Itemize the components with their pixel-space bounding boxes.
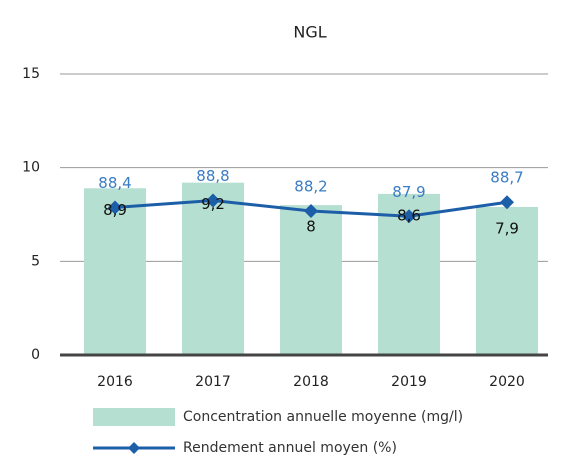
marker: [206, 193, 220, 208]
y-tick-label: 10: [22, 160, 40, 176]
marker: [402, 209, 416, 224]
y-tick-label: 0: [31, 347, 40, 363]
bar: [476, 207, 538, 355]
x-tick-label: 2016: [97, 374, 133, 390]
chart-title: NGL: [293, 23, 326, 42]
bar: [84, 188, 146, 355]
marker: [304, 203, 318, 218]
line-value-label: 88,2: [294, 177, 327, 195]
line-value-label: 88,7: [490, 169, 523, 187]
marker: [500, 195, 514, 210]
legend-swatch: [93, 408, 175, 426]
bar-value-label: 9,2: [201, 195, 225, 213]
bar-value-label: 8,9: [103, 201, 127, 219]
legend-label: Concentration annuelle moyenne (mg/l): [183, 409, 463, 425]
marker: [108, 200, 122, 215]
line-value-label: 88,4: [98, 174, 131, 192]
x-tick-label: 2019: [391, 374, 427, 390]
bar-value-label: 8: [306, 218, 316, 236]
y-tick-label: 5: [31, 253, 40, 269]
x-tick-label: 2017: [195, 374, 231, 390]
y-tick-label: 15: [22, 66, 40, 82]
bar: [280, 205, 342, 355]
x-tick-label: 2018: [293, 374, 329, 390]
x-tick-label: 2020: [489, 374, 525, 390]
bar-value-label: 8,6: [397, 206, 421, 224]
line-value-label: 88,8: [196, 167, 229, 185]
legend-label: Rendement annuel moyen (%): [183, 440, 397, 456]
legend-marker: [128, 442, 140, 454]
line-value-label: 87,9: [392, 183, 425, 201]
bar: [182, 182, 244, 355]
bar-value-label: 7,9: [495, 220, 519, 238]
